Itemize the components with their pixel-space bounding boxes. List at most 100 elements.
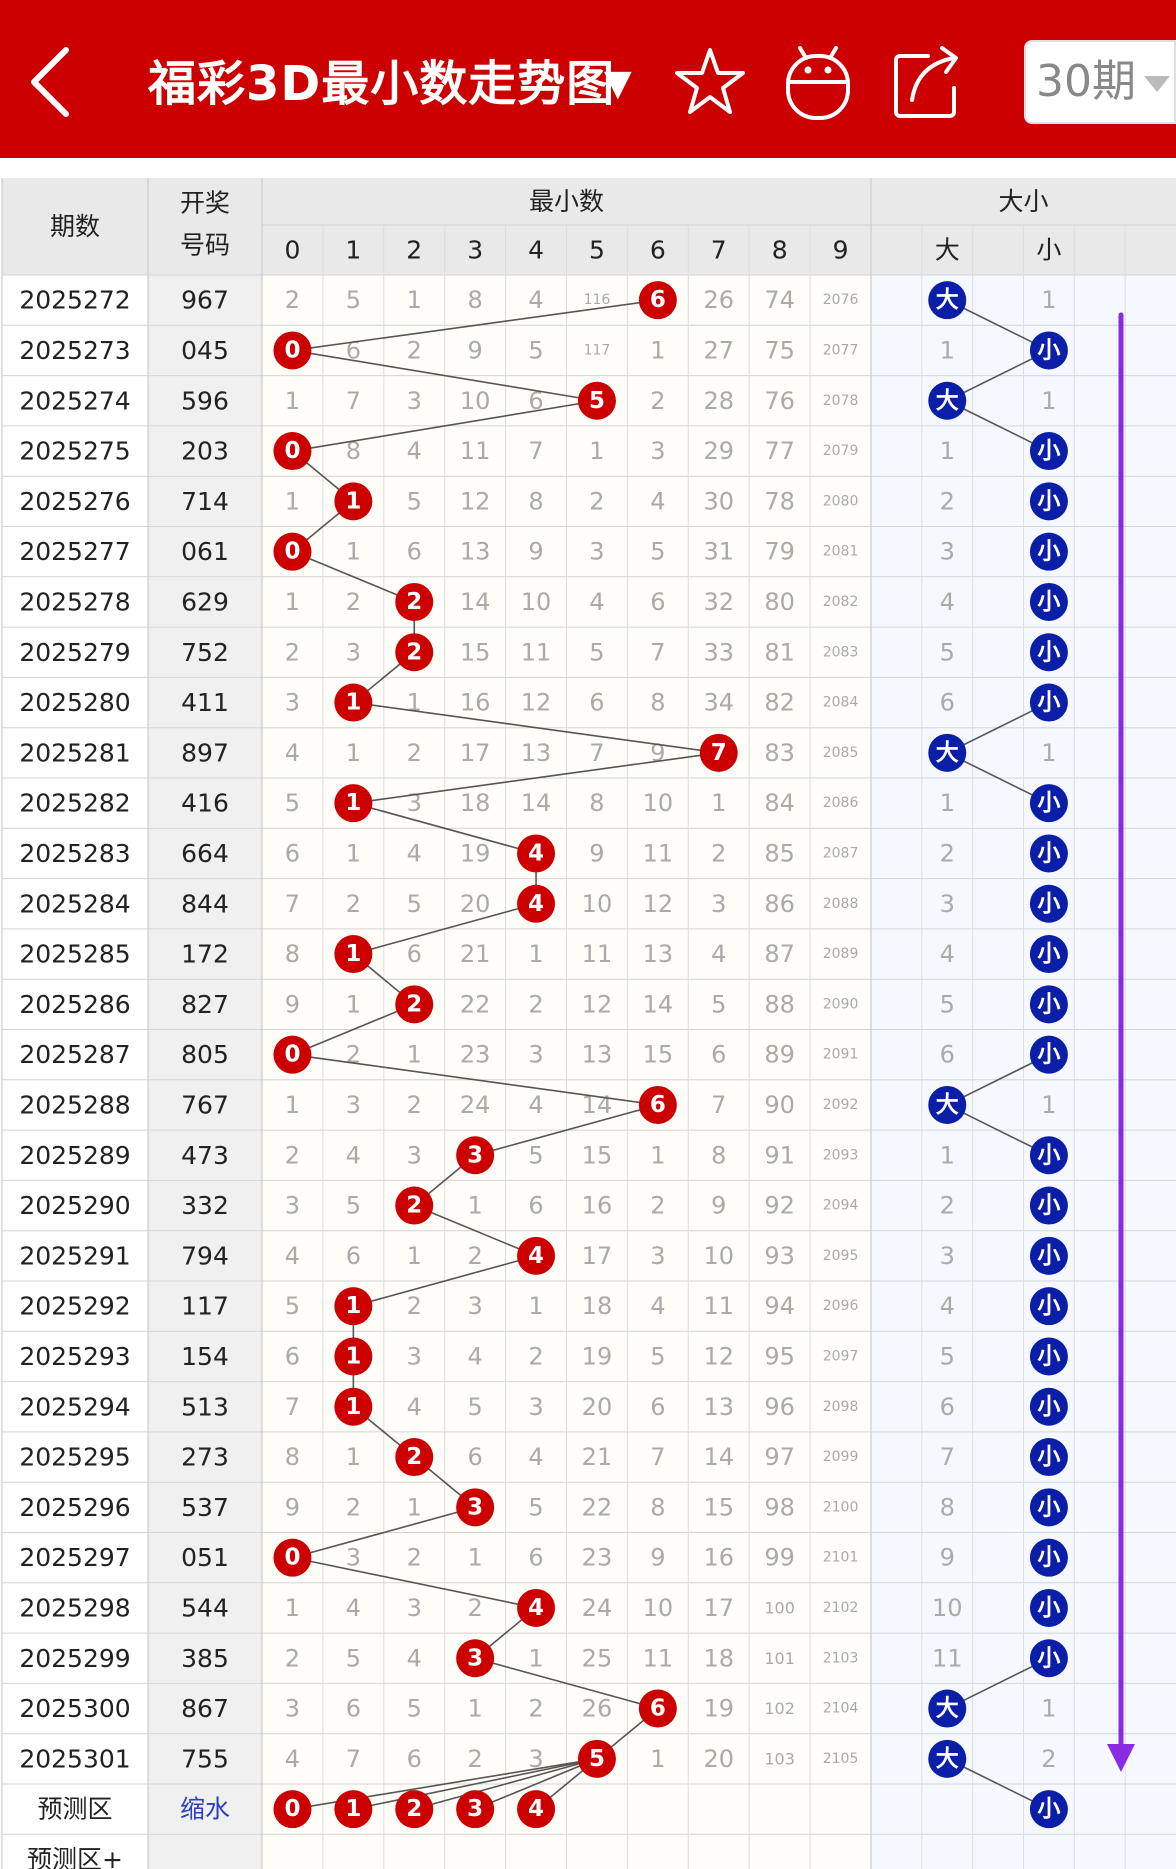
miss-count-cell: 19 <box>582 1342 613 1370</box>
period-cell: 2025273 <box>19 336 130 365</box>
small-ball: 小 <box>1037 1444 1060 1470</box>
android-robot-icon <box>786 46 850 120</box>
miss-count-cell: 2 <box>285 1644 300 1672</box>
miss-count-cell: 21 <box>582 1443 613 1471</box>
miss-count-cell: 1 <box>589 437 604 465</box>
min-digit-ball-bg <box>273 1035 312 1074</box>
miss-count-cell: 2101 <box>823 1550 859 1566</box>
size-miss-cell: 11 <box>932 1644 963 1672</box>
miss-count-cell: 9 <box>468 336 483 364</box>
miss-count-cell: 3 <box>650 1242 665 1270</box>
period-cell: 2025301 <box>19 1744 130 1773</box>
miss-count-cell: 15 <box>703 1493 734 1521</box>
miss-count-cell: 12 <box>460 487 491 515</box>
predict-ball[interactable]: 4 <box>528 1796 544 1822</box>
miss-count-cell: 3 <box>346 1091 361 1119</box>
min-digit-ball: 5 <box>589 388 605 414</box>
share-button[interactable] <box>888 40 964 122</box>
miss-count-cell: 2 <box>285 638 300 666</box>
winning-number-cell: 203 <box>181 437 229 466</box>
digit-header: 2 <box>406 236 422 265</box>
title-dropdown-icon[interactable]: ▼ <box>604 63 632 104</box>
predict-ball[interactable]: 3 <box>467 1796 483 1822</box>
miss-count-cell: 4 <box>528 1091 543 1119</box>
miss-count-cell: 2087 <box>823 845 859 861</box>
miss-count-cell: 4 <box>407 1644 422 1672</box>
miss-count-cell: 7 <box>528 437 543 465</box>
min-digit-ball-bg <box>395 1438 434 1477</box>
page-title[interactable]: 福彩3D最小数走势图 <box>148 56 616 112</box>
miss-count-cell: 1 <box>407 689 422 717</box>
miss-count-cell: 2 <box>589 487 604 515</box>
shrink-link[interactable]: 缩水 <box>180 1795 230 1824</box>
winning-number-cell: 045 <box>181 336 229 365</box>
miss-count-cell: 2076 <box>823 292 859 308</box>
predict-ball[interactable]: 1 <box>345 1796 361 1822</box>
miss-count-cell: 11 <box>460 437 491 465</box>
small-ball: 小 <box>1037 337 1060 363</box>
min-digit-ball: 0 <box>284 337 300 363</box>
min-digit-ball: 6 <box>650 287 666 313</box>
miss-count-cell: 4 <box>528 1443 543 1471</box>
min-digit-ball: 4 <box>528 1243 544 1269</box>
miss-count-cell: 7 <box>285 890 300 918</box>
miss-count-cell: 19 <box>460 839 491 867</box>
miss-count-cell: 1 <box>285 588 300 616</box>
miss-count-cell: 4 <box>711 940 726 968</box>
min-digit-ball-bg <box>638 1085 677 1124</box>
favorite-button[interactable] <box>672 40 748 122</box>
trend-line <box>474 1758 598 1810</box>
miss-count-cell: 2 <box>528 990 543 1018</box>
small-ball: 小 <box>1037 1193 1060 1219</box>
miss-count-cell: 15 <box>460 638 491 666</box>
miss-count-cell: 2 <box>650 1192 665 1220</box>
miss-count-cell: 3 <box>528 1041 543 1069</box>
miss-count-cell: 6 <box>468 1443 483 1471</box>
miss-count-cell: 3 <box>407 1342 422 1370</box>
min-digit-ball: 1 <box>345 1343 361 1369</box>
miss-count-cell: 26 <box>582 1695 613 1723</box>
miss-count-cell: 18 <box>582 1292 613 1320</box>
small-ball-bg <box>1029 1538 1068 1577</box>
period-select[interactable]: 30期 <box>1024 40 1176 124</box>
miss-count-cell: 6 <box>650 588 665 616</box>
predict-ball[interactable]: 0 <box>284 1796 300 1822</box>
miss-count-cell: 7 <box>285 1393 300 1421</box>
miss-count-cell: 2099 <box>823 1449 859 1465</box>
miss-count-cell: 27 <box>703 336 734 364</box>
winning-number-cell: 596 <box>181 386 229 415</box>
small-ball-bg <box>1029 1236 1068 1275</box>
predict-ball[interactable]: 2 <box>406 1796 422 1822</box>
winning-number-cell: 752 <box>181 638 229 667</box>
miss-count-cell: 2 <box>528 1342 543 1370</box>
predict-ball-bg <box>517 1790 556 1829</box>
robot-button[interactable] <box>780 40 856 122</box>
small-ball-bg <box>1029 1337 1068 1376</box>
miss-count-cell: 20 <box>703 1745 734 1773</box>
miss-count-cell: 2083 <box>823 644 859 660</box>
miss-count-cell: 30 <box>703 487 734 515</box>
miss-count-cell: 6 <box>650 1393 665 1421</box>
winning-number-cell: 172 <box>181 940 229 969</box>
winning-number-cell: 273 <box>181 1443 229 1472</box>
period-cell: 2025298 <box>19 1593 130 1622</box>
min-digit-ball-bg <box>273 1538 312 1577</box>
miss-count-cell: 6 <box>346 1695 361 1723</box>
miss-count-cell: 85 <box>764 839 795 867</box>
miss-count-cell: 2091 <box>823 1047 859 1063</box>
table-header-bg <box>2 178 1176 275</box>
size-miss-cell: 6 <box>940 1041 955 1069</box>
miss-count-cell: 25 <box>582 1644 613 1672</box>
size-header: 小 <box>1036 236 1061 265</box>
trend-line <box>474 1657 659 1710</box>
app-header: 福彩3D最小数走势图 ▼ 30期 <box>0 0 1176 158</box>
trend-line <box>292 1556 537 1609</box>
miss-count-cell: 4 <box>407 1393 422 1421</box>
back-button[interactable] <box>24 44 84 120</box>
small-ball: 小 <box>1037 1494 1060 1520</box>
min-digit-ball-bg <box>334 482 373 521</box>
miss-count-cell: 33 <box>703 638 734 666</box>
winning-number-cell: 805 <box>181 1040 229 1069</box>
miss-count-cell: 3 <box>407 1141 422 1169</box>
predict-ball-bg <box>395 1790 434 1829</box>
